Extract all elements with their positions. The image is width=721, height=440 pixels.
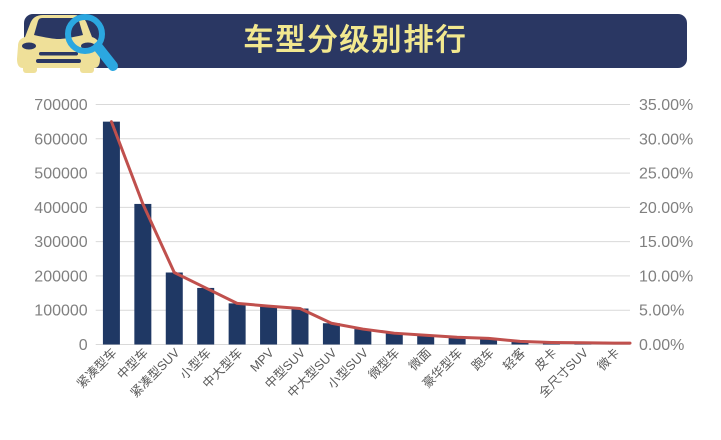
x-axis-label: 微卡 [595, 346, 623, 374]
y-axis-tick-left: 0 [79, 337, 88, 354]
bar [165, 272, 183, 345]
y-axis-tick-right: 35.00% [639, 97, 693, 114]
bar [417, 335, 435, 345]
y-axis-tick-left: 400000 [34, 200, 87, 217]
y-axis-tick-left: 100000 [34, 303, 87, 320]
y-axis-tick-right: 5.00% [639, 303, 684, 320]
y-axis-tick-right: 15.00% [639, 234, 693, 251]
combo-chart: 0 0.00% 100000 5.00% 200000 10.00% 300000 15.00… [0, 90, 721, 435]
x-axis-label: 微面 [406, 346, 434, 374]
bar [322, 323, 340, 345]
y-axis-tick-left: 300000 [34, 234, 87, 251]
vehicle-class-ranking-chart: 0 0.00% 100000 5.00% 200000 10.00% 300000 15.00… [34, 97, 693, 400]
bar [291, 308, 309, 345]
bar [228, 303, 246, 345]
y-axis-tick-right: 0.00% [639, 337, 684, 354]
car-with-magnifier-icon [17, 14, 118, 73]
y-axis-tick-right: 30.00% [639, 131, 693, 148]
bar [511, 341, 529, 345]
magnifier-icon [65, 14, 118, 71]
bar [480, 338, 498, 345]
y-axis-tick-right: 25.00% [639, 166, 693, 183]
y-axis-tick-right: 20.00% [639, 200, 693, 217]
car-icon [17, 15, 100, 73]
bar [385, 333, 403, 345]
x-axis-label: 皮卡 [532, 346, 560, 374]
x-axis-label: 轻客 [500, 345, 529, 374]
bar [197, 287, 215, 345]
bar [260, 306, 278, 345]
page-title: 车型分级别排行 [243, 24, 468, 57]
y-axis-tick-left: 700000 [34, 97, 87, 114]
y-axis-tick-left: 200000 [34, 268, 87, 285]
y-axis-tick-left: 500000 [34, 166, 87, 183]
bar [102, 121, 120, 345]
y-axis-tick-left: 600000 [34, 131, 87, 148]
bar [354, 329, 372, 345]
trend-line [109, 120, 632, 345]
bar [448, 337, 466, 345]
x-axis-label: 跑车 [468, 345, 496, 373]
x-axis-label: 微型车 [365, 345, 402, 382]
bar [134, 203, 152, 345]
title-bar: 车型分级别排行 [24, 14, 687, 68]
y-axis-tick-right: 10.00% [639, 268, 693, 285]
